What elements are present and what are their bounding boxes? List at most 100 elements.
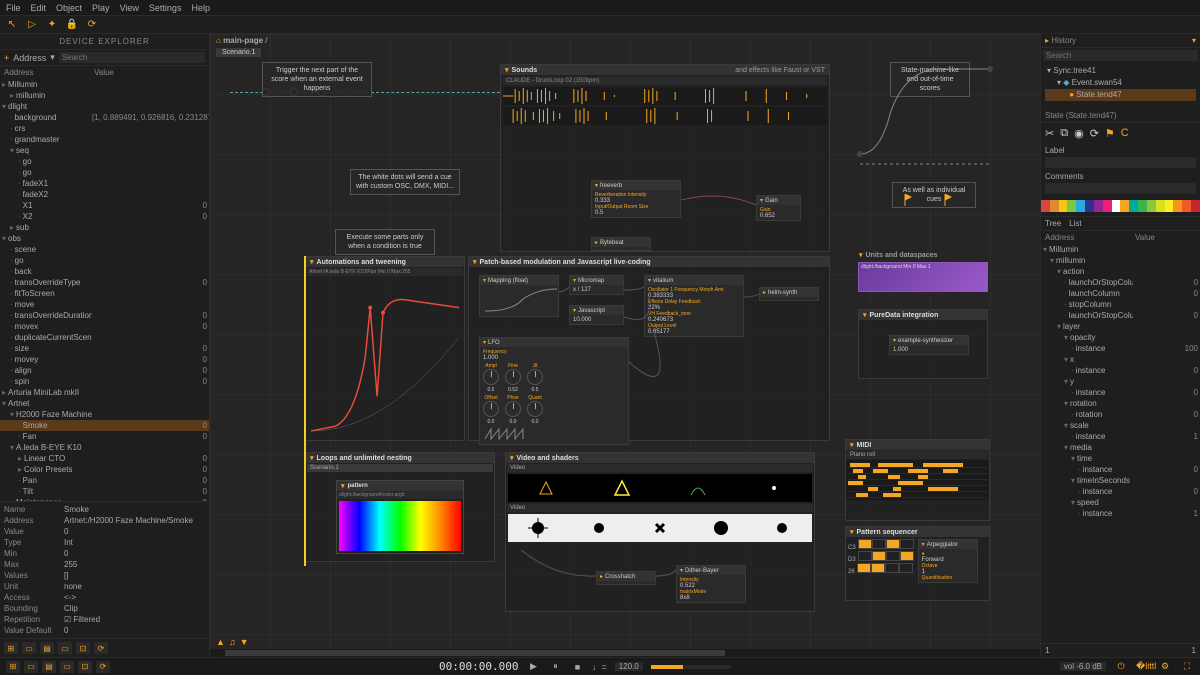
device-tree-row[interactable]: ▸sub xyxy=(0,222,209,233)
device-tree-row[interactable]: ·movey0 xyxy=(0,354,209,365)
palette-swatch[interactable] xyxy=(1050,200,1059,212)
layout-btn-1[interactable]: ⊞ xyxy=(6,661,20,673)
device-tree-row[interactable]: ·X10 xyxy=(0,200,209,211)
refresh-icon[interactable]: ⟳ xyxy=(86,19,98,31)
seq-cell[interactable] xyxy=(871,563,885,573)
state-tree-row[interactable]: ▾layer xyxy=(1041,321,1200,332)
state-tree-row[interactable]: ▾opacity xyxy=(1041,332,1200,343)
palette-swatch[interactable] xyxy=(1129,200,1138,212)
seq-cell[interactable] xyxy=(872,539,886,549)
canvas-hscroll[interactable] xyxy=(210,649,1040,657)
device-tree-row[interactable]: ·grandmaster xyxy=(0,134,209,145)
expand-icon[interactable]: ⛶ xyxy=(1180,661,1194,672)
vitalium-node[interactable]: ▾vitalium Oscillator 1 Frequency Morph A… xyxy=(644,275,744,337)
device-tree-row[interactable]: ·scene xyxy=(0,244,209,255)
device-tree-row[interactable]: ▸Color Presets0 xyxy=(0,464,209,475)
device-tree-row[interactable]: ▸Millumin xyxy=(0,79,209,90)
palette-swatch[interactable] xyxy=(1094,200,1103,212)
device-tree-row[interactable]: ▾obs xyxy=(0,233,209,244)
device-tree-row[interactable]: ·spin0 xyxy=(0,376,209,387)
device-tree-row[interactable]: ▾dlight xyxy=(0,101,209,112)
loops-box[interactable]: ▾Loops and unlimited nesting Scenario.1 … xyxy=(305,452,495,562)
layout-btn-2[interactable]: ▭ xyxy=(24,661,38,673)
stop-button[interactable]: ■ xyxy=(570,662,584,672)
cursor-icon[interactable]: ↖ xyxy=(6,19,18,31)
layout-btn-6[interactable]: ⟳ xyxy=(96,661,110,673)
lfo-knob[interactable] xyxy=(527,369,543,385)
state-tree-row[interactable]: ▾speed xyxy=(1041,497,1200,508)
create-icon[interactable]: ✦ xyxy=(46,19,58,31)
video-strip-2[interactable] xyxy=(508,514,812,542)
flag-icon[interactable]: ⚑ xyxy=(1105,127,1115,140)
device-tree[interactable]: ▸Millumin▸millumin▾dlight·background[1, … xyxy=(0,79,209,501)
palette-swatch[interactable] xyxy=(1085,200,1094,212)
state-tree-row[interactable]: ▾Millumin xyxy=(1041,244,1200,255)
device-tree-row[interactable]: ·move xyxy=(0,299,209,310)
device-tree-row[interactable]: ·align0 xyxy=(0,365,209,376)
address-chevron-icon[interactable]: ▾ xyxy=(50,52,55,63)
device-tree-row[interactable]: ·fadeX2 xyxy=(0,189,209,200)
device-search-input[interactable] xyxy=(59,52,205,63)
history-search-input[interactable] xyxy=(1043,50,1198,61)
palette-swatch[interactable] xyxy=(1191,200,1200,212)
video-track-1[interactable]: Video xyxy=(507,464,813,472)
automation-curve[interactable] xyxy=(306,277,464,437)
history-row[interactable]: ● State.tend47 xyxy=(1045,89,1196,101)
layout-btn-3[interactable]: ▤ xyxy=(42,661,56,673)
state-tree-row[interactable]: ▾rotation xyxy=(1041,398,1200,409)
device-tree-row[interactable]: ▾Artnet xyxy=(0,398,209,409)
menu-view[interactable]: View xyxy=(120,3,139,13)
menu-help[interactable]: Help xyxy=(191,3,210,13)
pattern-addr[interactable]: dlight:/background#color.argb xyxy=(337,491,463,499)
state-tree-row[interactable]: ·rotation0 xyxy=(1041,409,1200,420)
seq-cell[interactable] xyxy=(899,563,913,573)
timecode[interactable]: 00:00:00.000 xyxy=(439,660,518,673)
midi-box[interactable]: ▾MIDI Piano roll xyxy=(845,439,990,521)
seq-cell[interactable] xyxy=(886,551,900,561)
lfo-knob[interactable] xyxy=(483,369,499,385)
history-row[interactable]: ▾ ◆ Event.swan54 xyxy=(1045,77,1196,89)
color-spectrum[interactable] xyxy=(339,501,461,551)
state-tree[interactable]: ▾Millumin▾millumin▾action·launchOrStopCo… xyxy=(1041,244,1200,643)
zoom-out-icon[interactable]: ▼ xyxy=(240,637,249,647)
scenario-tab[interactable]: Scenario.1 xyxy=(216,48,261,57)
menu-file[interactable]: File xyxy=(6,3,21,13)
address-plus-icon[interactable]: + xyxy=(4,53,9,63)
seq-cell[interactable] xyxy=(857,563,871,573)
loops-scenario[interactable]: Scenario.1 xyxy=(307,464,493,472)
device-tree-row[interactable]: ·transOverrideType0 xyxy=(0,277,209,288)
state-tree-row[interactable]: ·instance1 xyxy=(1041,431,1200,442)
cue-flag[interactable] xyxy=(944,194,952,206)
cue-flag[interactable] xyxy=(904,194,912,206)
synth-node[interactable]: ▾example-synthesizer 1.000 xyxy=(889,335,969,355)
state-tree-row[interactable]: ▾action xyxy=(1041,266,1200,277)
device-tree-row[interactable]: ·transOverrideDuration0 xyxy=(0,310,209,321)
panel-btn-6[interactable]: ⟳ xyxy=(94,642,108,654)
state-tree-row[interactable]: ▾scale xyxy=(1041,420,1200,431)
loop-icon[interactable]: C xyxy=(1121,127,1129,140)
palette-swatch[interactable] xyxy=(1147,200,1156,212)
device-tree-row[interactable]: ·go xyxy=(0,255,209,266)
palette-swatch[interactable] xyxy=(1165,200,1174,212)
piano-roll[interactable] xyxy=(846,460,989,500)
state-prop-val[interactable]: 1 xyxy=(1192,646,1196,655)
javascript-node[interactable]: ▾Javascript 10.000 xyxy=(569,305,624,325)
bytebeat-node[interactable]: ▸Bytebeat xyxy=(591,237,651,251)
mapping-node[interactable]: ▾Mapping (float) xyxy=(479,275,559,317)
sounds-box[interactable]: ▾Sounds and effects like Faust or VST CL… xyxy=(500,64,830,252)
puredata-box[interactable]: ▾PureData integration ▾example-synthesiz… xyxy=(858,309,988,379)
pattern-seq-box[interactable]: ▾Pattern sequencer C3D326 ▾Arpeggiator ●… xyxy=(845,526,990,601)
device-tree-row[interactable]: ▸millumin xyxy=(0,90,209,101)
device-tree-row[interactable]: ▾A.leda B-EYE K10 xyxy=(0,442,209,453)
device-tree-row[interactable]: ·back xyxy=(0,266,209,277)
video-box[interactable]: ▾Video and shaders Video Video ▸Crosshat… xyxy=(505,452,815,612)
crosshatch-node[interactable]: ▸Crosshatch xyxy=(596,571,656,585)
state-tree-row[interactable]: ·launchColumn0 xyxy=(1041,288,1200,299)
palette-swatch[interactable] xyxy=(1041,200,1050,212)
tab-tree[interactable]: Tree xyxy=(1045,219,1061,228)
panel-btn-4[interactable]: ▭ xyxy=(58,642,72,654)
palette-swatch[interactable] xyxy=(1067,200,1076,212)
video-track-2[interactable]: Video xyxy=(507,504,813,512)
lfo-node[interactable]: ▾LFO Frequency 1.000 Ampl0.5Fine0.52Jit0… xyxy=(479,337,629,445)
device-tree-row[interactable]: ▸Linear CTO0 xyxy=(0,453,209,464)
